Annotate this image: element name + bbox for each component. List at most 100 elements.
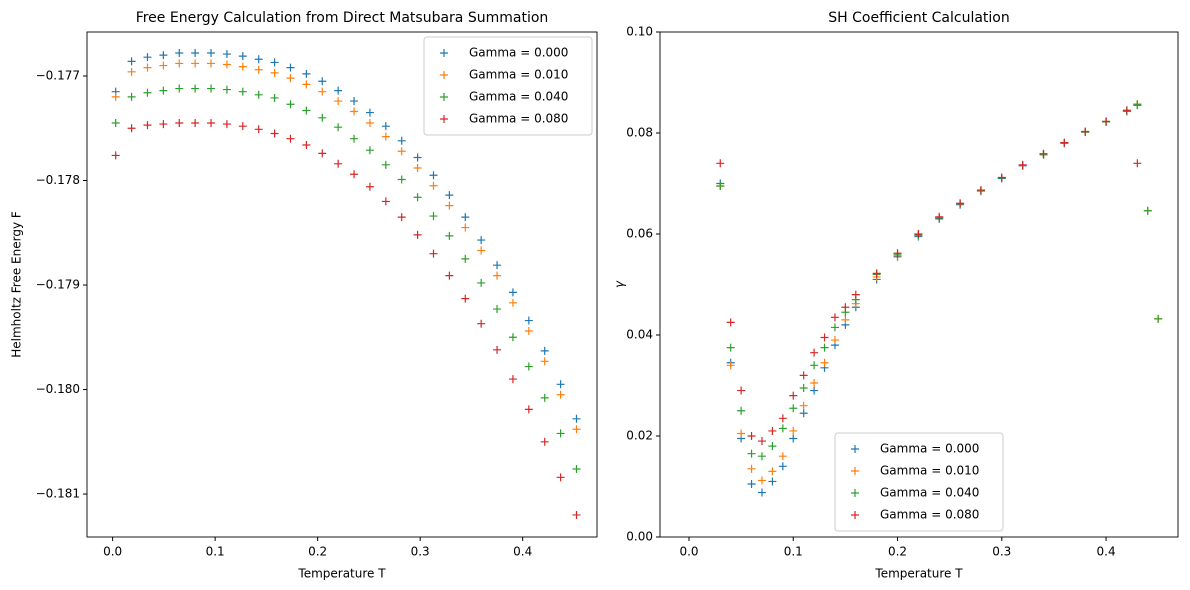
- data-point: [747, 479, 756, 488]
- data-point: [111, 92, 120, 101]
- y-tick-label: 0.10: [626, 25, 653, 39]
- data-point: [768, 426, 777, 435]
- data-point: [493, 305, 502, 314]
- data-point: [461, 294, 470, 303]
- data-point: [493, 271, 502, 280]
- data-point: [238, 62, 247, 71]
- data-point: [1081, 127, 1090, 136]
- data-point: [716, 182, 725, 191]
- chart-title: SH Coefficient Calculation: [828, 10, 1009, 26]
- data-point: [381, 132, 390, 141]
- data-point: [127, 57, 136, 66]
- data-point: [238, 87, 247, 96]
- data-point: [302, 69, 311, 78]
- data-point: [1060, 138, 1069, 147]
- data-point: [726, 343, 735, 352]
- data-point: [365, 182, 374, 191]
- data-point: [789, 426, 798, 435]
- data-point: [737, 406, 746, 415]
- data-point: [820, 358, 829, 367]
- x-axis-label: Temperature T: [297, 567, 386, 581]
- data-point: [175, 49, 184, 58]
- data-point: [726, 318, 735, 327]
- data-point: [461, 213, 470, 222]
- data-point: [286, 100, 295, 109]
- data-point: [556, 390, 565, 399]
- data-point: [737, 429, 746, 438]
- data-point: [1018, 160, 1027, 169]
- data-point: [956, 199, 965, 208]
- x-tick-label: 0.1: [206, 545, 225, 559]
- legend-label: Gamma = 0.080: [880, 508, 979, 522]
- data-point: [381, 197, 390, 206]
- x-tick-label: 0.3: [992, 545, 1011, 559]
- data-point: [111, 119, 120, 128]
- data-point: [286, 74, 295, 83]
- data-point: [175, 59, 184, 68]
- data-point: [302, 140, 311, 149]
- data-point: [222, 120, 231, 129]
- data-point: [976, 186, 985, 195]
- y-tick-label: −0.178: [36, 173, 80, 187]
- data-point: [747, 432, 756, 440]
- data-point: [143, 121, 152, 130]
- data-point: [851, 290, 860, 299]
- data-point: [222, 85, 231, 94]
- data-point: [175, 84, 184, 93]
- data-point: [350, 107, 359, 116]
- data-point: [830, 323, 839, 332]
- data-point: [1122, 106, 1131, 115]
- data-point: [191, 49, 200, 58]
- data-point: [477, 246, 486, 255]
- data-point: [1154, 314, 1163, 323]
- data-point: [768, 477, 777, 486]
- data-point: [413, 193, 422, 202]
- data-point: [222, 60, 231, 69]
- data-point: [524, 327, 533, 336]
- data-point: [334, 86, 343, 95]
- data-point: [413, 230, 422, 239]
- data-point: [1133, 159, 1142, 168]
- data-point: [820, 343, 829, 352]
- legend-label: Gamma = 0.010: [469, 68, 568, 82]
- x-tick-label: 0.4: [513, 545, 532, 559]
- data-point: [726, 361, 735, 370]
- legend-label: Gamma = 0.080: [469, 112, 568, 126]
- data-point: [810, 378, 819, 387]
- data-point: [830, 313, 839, 322]
- data-point: [789, 391, 798, 400]
- y-tick-label: −0.177: [36, 68, 80, 82]
- legend-marker: [851, 467, 859, 475]
- data-point: [143, 88, 152, 97]
- data-point: [270, 129, 279, 138]
- data-point: [318, 149, 327, 158]
- data-point: [207, 49, 216, 58]
- data-point: [757, 452, 766, 461]
- data-point: [445, 191, 454, 200]
- data-point: [318, 113, 327, 122]
- data-point: [397, 175, 406, 184]
- data-point: [191, 119, 200, 128]
- data-point: [1133, 100, 1142, 109]
- data-point: [175, 119, 184, 128]
- legend: Gamma = 0.000 Gamma = 0.010 Gamma = 0.040 G…: [834, 432, 1004, 532]
- legend-label: Gamma = 0.040: [469, 90, 568, 104]
- data-point: [159, 51, 168, 60]
- x-tick-label: 0.3: [411, 545, 430, 559]
- data-point: [270, 93, 279, 102]
- data-point: [207, 84, 216, 93]
- data-point: [270, 58, 279, 67]
- data-point: [365, 146, 374, 155]
- legend-marker: [440, 71, 448, 79]
- x-tick-label: 0.0: [103, 545, 122, 559]
- data-point: [477, 236, 486, 245]
- data-point: [540, 357, 549, 366]
- data-point: [143, 63, 152, 72]
- data-point: [872, 269, 881, 278]
- data-point: [254, 65, 263, 74]
- data-point: [935, 212, 944, 221]
- data-point: [461, 223, 470, 232]
- data-point: [143, 53, 152, 62]
- data-point: [477, 319, 486, 328]
- y-tick-label: −0.179: [36, 278, 80, 292]
